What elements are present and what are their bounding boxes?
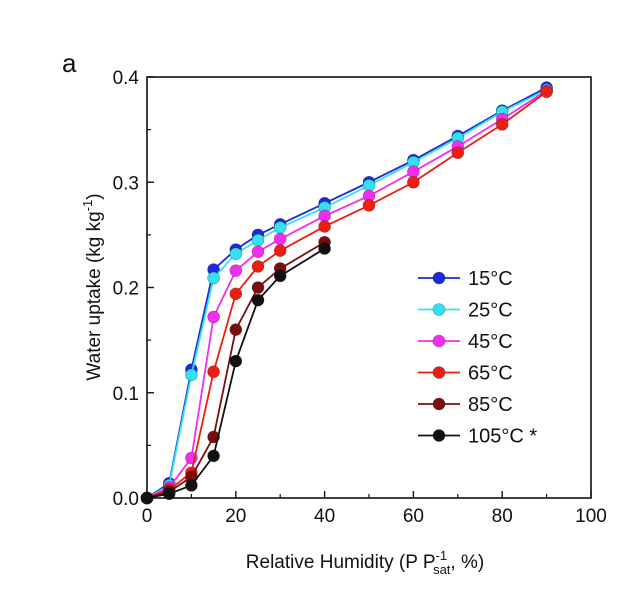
x-tick-label: 80 [492,506,513,527]
legend: 15°C 25°C 45°C 65°C 85°C 105°C * [418,268,537,448]
data-point [229,247,243,261]
data-point [251,293,265,307]
legend-label: 45°C [468,331,513,353]
data-point [407,165,420,179]
legend-marker [432,366,446,379]
legend-item: 15°C [418,268,513,290]
data-point [251,260,265,273]
data-point [273,221,287,234]
x-tick-label: 20 [225,506,246,527]
data-point [273,232,287,246]
y-tick-label: 0.0 [113,489,139,510]
legend-label: 65°C [468,363,513,385]
data-point [229,323,243,336]
legend-item: 25°C [418,300,513,322]
x-axis-label-main: Relative Humidity (P P [246,552,436,573]
legend-label: 15°C [468,268,513,290]
data-point [540,85,553,99]
legend-marker [432,334,446,348]
data-point [207,449,220,463]
data-point [318,220,331,233]
data-point [251,245,265,259]
panel-label: a [62,48,77,78]
data-point [229,354,243,368]
data-point [140,491,154,505]
data-point [251,281,265,294]
data-point [451,146,465,160]
legend-item: 85°C [418,394,513,416]
y-axis-label-main: Water uptake (kg kg [84,211,105,380]
data-point [185,479,198,492]
series-layer [140,81,553,505]
x-axis-label-tail: , %) [450,552,484,573]
data-point [273,244,287,257]
data-point [229,287,243,301]
x-tick-label: 100 [575,506,607,527]
legend-marker [432,303,446,316]
legend-marker [432,271,446,285]
legend-marker [432,397,446,411]
data-point [407,175,420,189]
x-tick-label: 60 [403,506,424,527]
data-point [251,233,265,247]
data-point [318,209,331,223]
y-axis-label-tail: ) [84,193,105,199]
series-5 [140,242,331,505]
y-tick-label: 0.4 [113,68,140,89]
legend-item: 45°C [418,331,513,353]
y-axis-label: Water uptake (kg kg-1) [80,193,105,380]
legend-item: 65°C [418,363,513,385]
axis-ticks: 0 20 40 60 80 100 0.0 0.1 0.2 0.3 0.4 [113,68,607,527]
data-point [207,365,220,379]
x-tick-label: 40 [314,506,335,527]
data-point [495,118,509,131]
legend-label: 25°C [468,300,513,322]
y-tick-label: 0.2 [113,279,139,300]
x-axis-label: Relative Humidity (P P-1 sat, %) [246,548,484,577]
data-point [229,264,243,277]
legend-label: 105°C * [468,426,537,448]
y-tick-label: 0.3 [113,173,139,194]
legend-label: 85°C [468,394,513,416]
data-point [273,269,287,283]
data-point [362,199,376,212]
data-point [162,487,176,501]
legend-marker [432,429,446,442]
data-point [185,368,198,382]
y-axis-label-sup: -1 [80,200,95,212]
x-axis-label-sup: -1 [436,548,448,563]
x-axis-label-sub: sat [433,562,451,577]
data-point [318,242,331,255]
legend-item: 105°C * [418,426,537,448]
y-tick-label: 0.1 [113,384,139,405]
data-point [207,310,220,324]
data-point [207,271,220,285]
data-point [362,179,376,192]
x-tick-label: 0 [142,506,153,527]
